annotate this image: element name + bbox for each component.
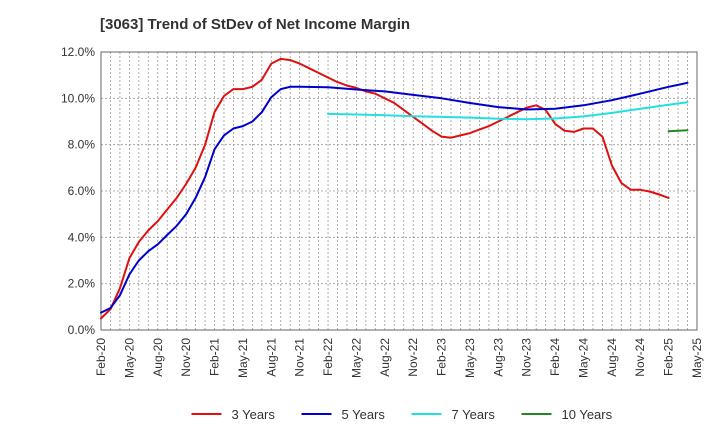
y-tick-label: 12.0% (61, 45, 95, 59)
x-tick-label: Feb-25 (662, 338, 676, 376)
x-tick-label: Aug-24 (605, 338, 619, 377)
series-line-3-years (100, 57, 670, 320)
x-tick-label: Aug-21 (264, 338, 278, 377)
x-tick-label: May-23 (463, 338, 477, 378)
x-tick-label: Nov-23 (520, 338, 534, 377)
y-axis-ticks: 0.0% 2.0% 4.0% 6.0% 8.0% 10.0% 12.0% (61, 45, 95, 337)
x-tick-label: Aug-23 (491, 338, 505, 377)
series-group (100, 57, 689, 320)
x-tick-label: Feb-21 (208, 338, 222, 376)
x-tick-label: Nov-20 (179, 338, 193, 377)
legend-label-7-years: 7 Years (452, 407, 496, 422)
x-tick-label: Feb-22 (321, 338, 335, 376)
series-line-7-years (327, 101, 689, 121)
legend-label-10-years: 10 Years (562, 407, 613, 422)
y-tick-label: 10.0% (61, 91, 95, 105)
y-tick-label: 4.0% (68, 230, 96, 244)
x-tick-label: Nov-22 (406, 338, 420, 377)
x-tick-label: Feb-20 (94, 338, 108, 376)
y-tick-label: 0.0% (68, 323, 96, 337)
x-axis-ticks: Feb-20 May-20 Aug-20 Nov-20 Feb-21 May-21 Aug-… (94, 338, 704, 378)
series-line-10-years (667, 129, 689, 133)
x-tick-label: May-25 (690, 338, 704, 378)
y-tick-label: 2.0% (68, 277, 96, 291)
plot-frame (100, 51, 698, 331)
series-line-5-years (100, 81, 689, 314)
legend-label-5-years: 5 Years (342, 407, 386, 422)
y-tick-label: 6.0% (68, 184, 96, 198)
axes (100, 51, 698, 331)
x-tick-label: Aug-20 (151, 338, 165, 377)
y-tick-label: 8.0% (68, 138, 96, 152)
x-tick-label: Feb-23 (435, 338, 449, 376)
x-tick-label: Nov-24 (633, 338, 647, 377)
x-tick-label: May-22 (349, 338, 363, 378)
x-tick-label: May-24 (576, 338, 590, 378)
x-tick-label: May-20 (122, 338, 136, 378)
legend-label-3-years: 3 Years (232, 407, 276, 422)
x-tick-label: Nov-21 (293, 338, 307, 377)
x-tick-label: May-21 (236, 338, 250, 378)
x-tick-label: Aug-22 (378, 338, 392, 377)
legend: 3 Years 5 Years 7 Years 10 Years (191, 407, 613, 422)
x-tick-label: Feb-24 (548, 338, 562, 376)
chart-title: [3063] Trend of StDev of Net Income Marg… (100, 16, 411, 33)
